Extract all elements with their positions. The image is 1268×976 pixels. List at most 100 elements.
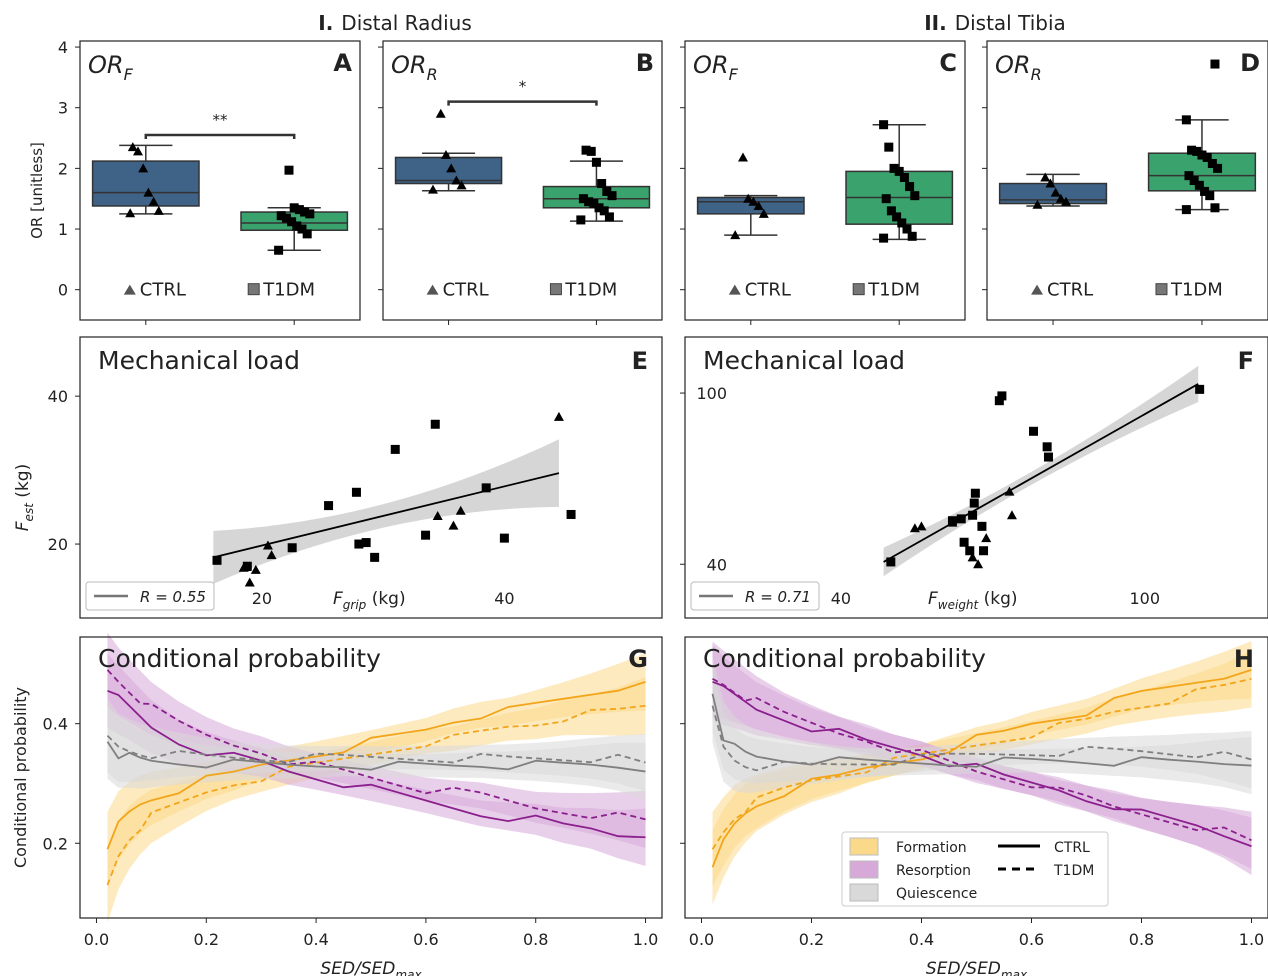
- x-tick-label: 0.6: [1019, 930, 1044, 949]
- legend-t1dm-label: T1DM: [564, 280, 617, 301]
- axes-frame: [684, 336, 1268, 619]
- t1dm-point: [212, 555, 222, 565]
- axes-frame: [79, 40, 361, 321]
- ctrl-point: [748, 196, 759, 206]
- box-ctrl: [91, 142, 200, 218]
- legend-swatch-resorption: [849, 860, 879, 879]
- legend-ctrl-label: CTRL: [745, 280, 791, 301]
- y-tick-label: 1: [58, 220, 68, 239]
- y-tick-label: 3: [58, 99, 68, 118]
- legend-ctrl-marker: [728, 284, 741, 295]
- legend-label: Resorption: [896, 863, 971, 879]
- t1dm-point: [1194, 180, 1204, 190]
- ctrl-point: [1055, 193, 1066, 203]
- t1dm-point: [1029, 426, 1039, 436]
- legend-t1dm-label: T1DM: [1170, 280, 1223, 301]
- svg-text:I.Distal Radius: I. Distal Radius: [318, 11, 472, 35]
- series-line: [711, 693, 1252, 768]
- t1dm-point: [430, 419, 440, 429]
- ctrl-point: [1006, 510, 1017, 520]
- box-t1dm: [240, 165, 349, 255]
- ctrl-point: [432, 510, 443, 520]
- ctrl-point: [435, 108, 446, 118]
- t1dm-point: [1213, 163, 1223, 173]
- t1dm-point: [361, 538, 371, 548]
- t1dm-point: [294, 205, 304, 215]
- panel-title: ORR: [995, 51, 1042, 84]
- t1dm-point: [302, 229, 312, 239]
- t1dm-point: [589, 199, 599, 209]
- legend-t1dm-marker: [549, 283, 562, 296]
- x-axis-label: Fweight (kg): [928, 589, 1018, 612]
- y-tick-label: 100: [696, 384, 727, 403]
- t1dm-point: [1043, 452, 1053, 462]
- regression-line: [213, 472, 560, 559]
- t1dm-point: [576, 215, 586, 225]
- t1dm-point: [879, 120, 889, 130]
- t1dm-point: [1184, 171, 1194, 181]
- t1dm-point: [289, 203, 299, 213]
- t1dm-point: [977, 521, 987, 531]
- legend-t1dm-label: T1DM: [262, 280, 315, 301]
- t1dm-point: [1195, 384, 1205, 394]
- legend-label: R = 0.55: [140, 588, 206, 606]
- legend-swatch-formation: [849, 837, 879, 856]
- axes-frame: [684, 636, 1268, 919]
- ctrl-point: [553, 411, 564, 421]
- t1dm-point: [242, 561, 252, 571]
- t1dm-point: [305, 209, 315, 219]
- panel-letter: F: [1238, 347, 1254, 375]
- x-axis-label: SED/SEDmax: [926, 959, 1028, 976]
- t1dm-point: [907, 231, 917, 241]
- ctrl-point: [455, 505, 466, 515]
- t1dm-point: [1181, 205, 1191, 215]
- confidence-band: [712, 650, 1252, 887]
- legend-t1dm-label: T1DM: [1053, 863, 1094, 879]
- t1dm-point: [1200, 186, 1210, 196]
- t1dm-point: [886, 206, 896, 216]
- legend-t1dm-label: T1DM: [867, 280, 920, 301]
- legend-label: Formation: [896, 840, 967, 856]
- confidence-band: [883, 365, 1199, 577]
- y-tick-label: 2: [58, 159, 68, 178]
- panel-letter: A: [333, 49, 352, 77]
- ctrl-point: [125, 208, 136, 218]
- ctrl-point: [1004, 486, 1015, 496]
- x-tick-label: 0.4: [909, 930, 934, 949]
- ctrl-point: [250, 564, 261, 574]
- significance-bar: [447, 100, 598, 106]
- t1dm-point: [910, 191, 920, 201]
- t1dm-point: [591, 157, 601, 167]
- panels: 0 1 2 3 4 OR [unitless] ** CTRL T1DM ORF A * CTRL T1D…: [11, 38, 1268, 976]
- ctrl-point: [743, 193, 754, 203]
- x-tick-label: 1.0: [633, 930, 658, 949]
- box-iqr: [91, 160, 200, 207]
- y-tick-label: 40: [707, 555, 727, 574]
- legend-ctrl-marker: [123, 284, 136, 295]
- panel-H: 0.0 0.2 0.4 0.6 0.8 1.0 Conditional probabilit…: [680, 636, 1268, 976]
- ctrl-point: [138, 163, 149, 173]
- t1dm-point: [274, 245, 284, 255]
- panel-letter: D: [1240, 49, 1260, 77]
- ctrl-point: [440, 150, 451, 160]
- panel-D: CTRL T1DM ORR D: [982, 40, 1268, 325]
- t1dm-point: [370, 552, 380, 562]
- t1dm-point: [566, 509, 576, 519]
- t1dm-point: [965, 546, 975, 556]
- series-line: [712, 680, 1252, 848]
- x-tick-label: 0.6: [413, 930, 438, 949]
- legend-label: Quiescence: [896, 886, 977, 902]
- confidence-band: [712, 641, 1252, 869]
- y-tick-label: 40: [48, 387, 68, 406]
- ctrl-point: [153, 205, 164, 215]
- box-t1dm: [542, 145, 651, 225]
- confidence-band: [107, 704, 646, 801]
- ctrl-point: [1061, 196, 1072, 206]
- y-tick-label: 4: [58, 38, 68, 57]
- panel-title: ORF: [693, 51, 739, 84]
- panel-title: ORR: [391, 51, 438, 84]
- panel-A: 0 1 2 3 4 OR [unitless] ** CTRL T1DM ORF A: [28, 38, 361, 325]
- legend-box: [85, 581, 215, 611]
- t1dm-point: [897, 218, 907, 228]
- ctrl-point: [143, 187, 154, 197]
